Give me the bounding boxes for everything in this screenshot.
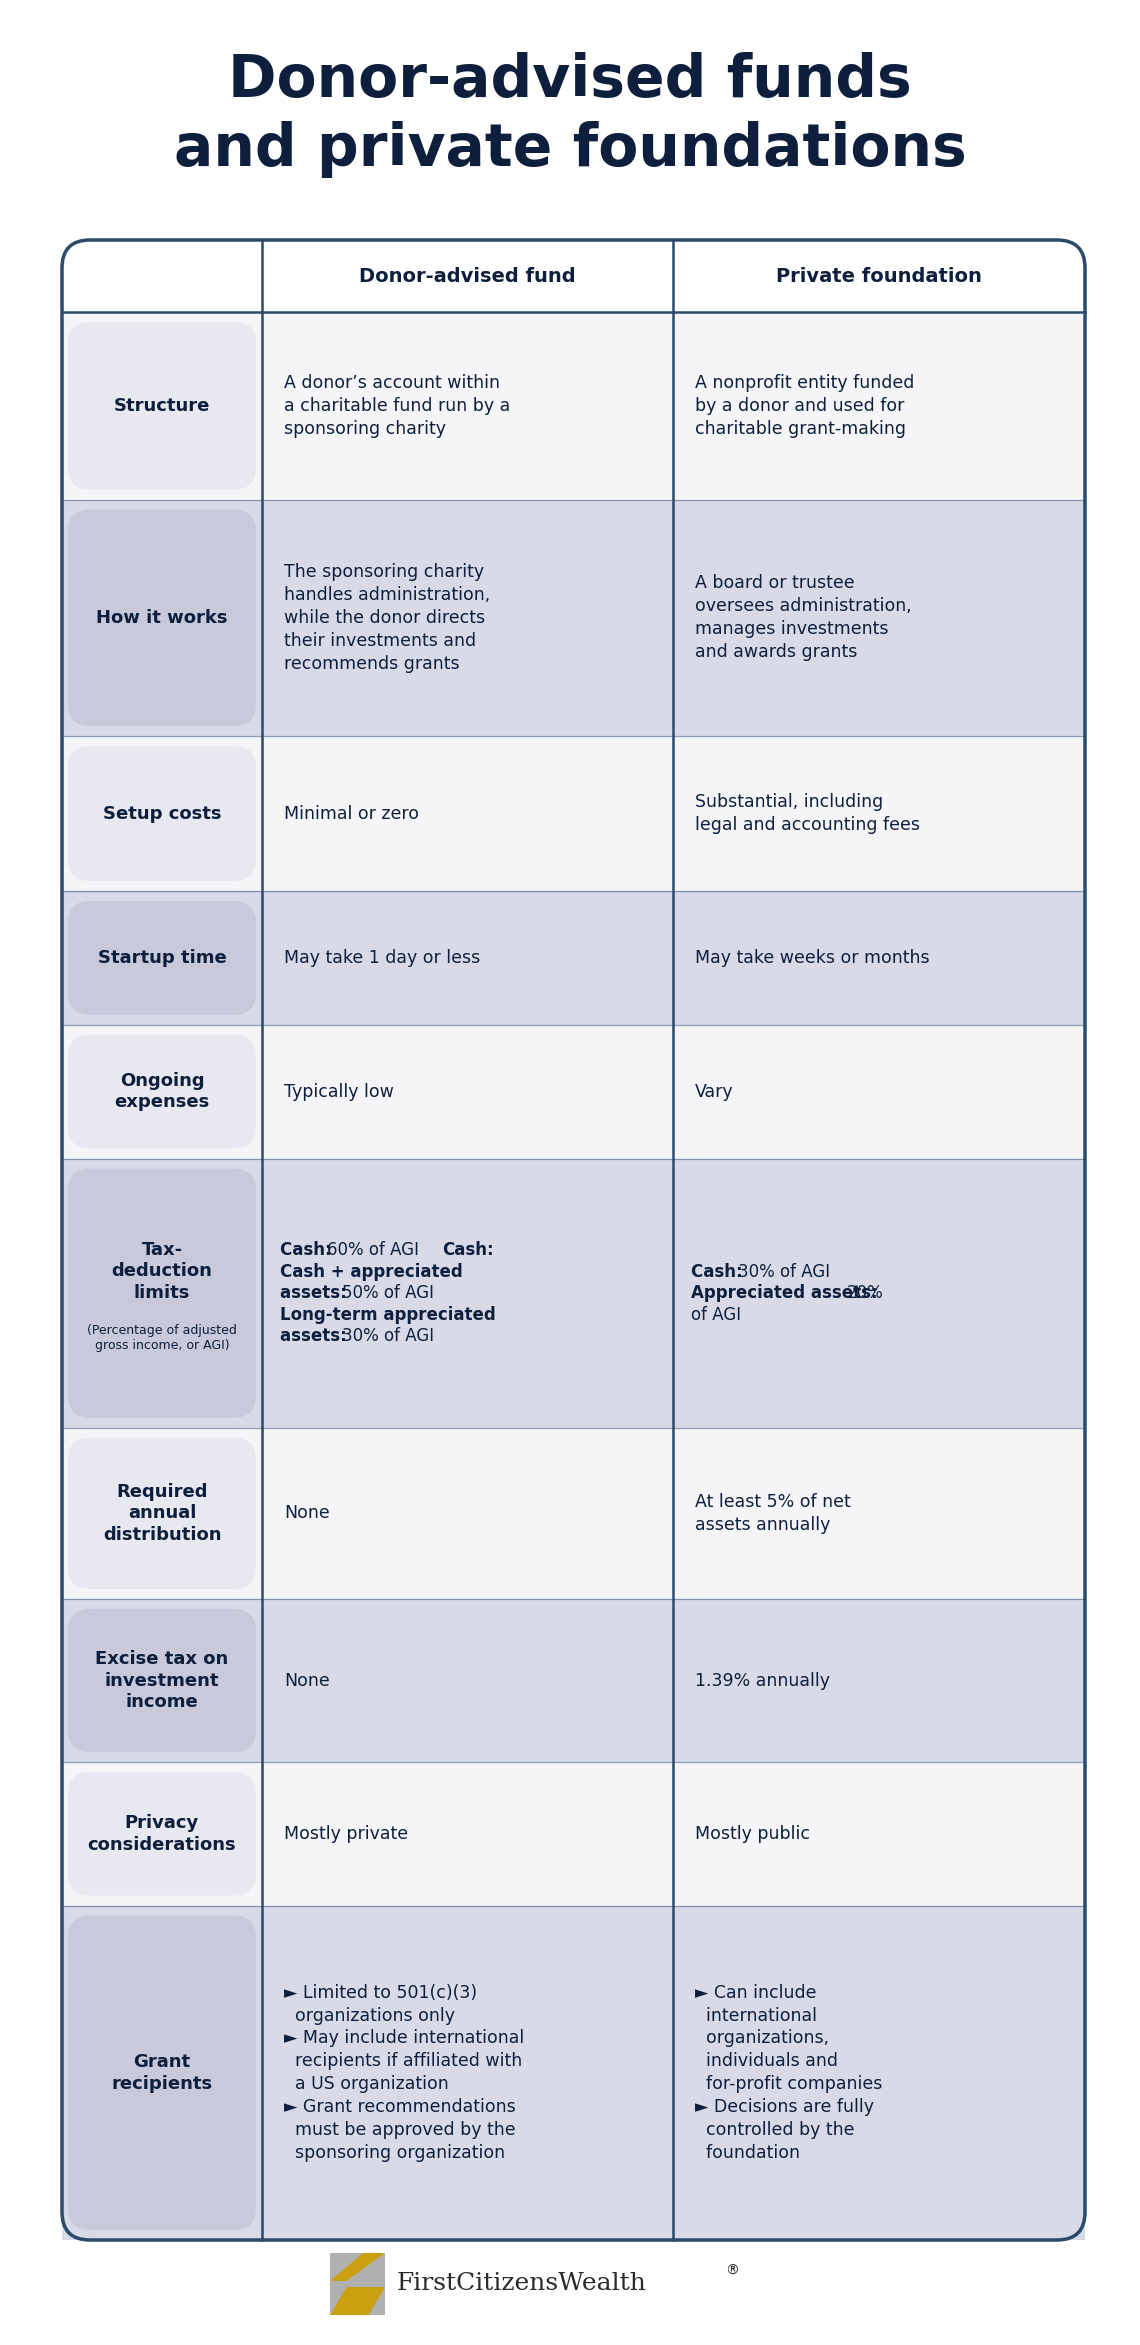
Text: ®: ®: [725, 2263, 739, 2277]
FancyBboxPatch shape: [62, 1428, 1085, 1599]
FancyBboxPatch shape: [62, 239, 1085, 312]
Text: May take weeks or months: May take weeks or months: [695, 950, 929, 966]
FancyBboxPatch shape: [62, 499, 1085, 736]
FancyBboxPatch shape: [68, 900, 256, 1015]
Text: 30% of AGI: 30% of AGI: [342, 1327, 434, 1346]
Text: Private foundation: Private foundation: [776, 267, 982, 286]
Text: None: None: [284, 1505, 329, 1522]
Text: Mostly public: Mostly public: [695, 1824, 811, 1843]
Text: Mostly private: Mostly private: [284, 1824, 408, 1843]
FancyBboxPatch shape: [62, 1025, 1085, 1158]
Text: Typically low: Typically low: [284, 1083, 394, 1100]
Text: 30% of AGI: 30% of AGI: [738, 1262, 830, 1280]
Text: How it works: How it works: [96, 610, 228, 626]
FancyBboxPatch shape: [68, 1034, 256, 1149]
Text: Long-term appreciated: Long-term appreciated: [280, 1306, 496, 1323]
Text: 20%: 20%: [847, 1285, 884, 1301]
Text: assets:: assets:: [280, 1327, 352, 1346]
Text: Cash:: Cash:: [691, 1262, 748, 1280]
Text: Startup time: Startup time: [98, 950, 227, 966]
Text: Required
annual
distribution: Required annual distribution: [103, 1482, 221, 1543]
Text: Grant
recipients: Grant recipients: [112, 2054, 212, 2092]
Text: assets:: assets:: [280, 1285, 352, 1301]
FancyBboxPatch shape: [62, 1158, 1085, 1428]
Text: Setup costs: Setup costs: [103, 804, 221, 823]
FancyBboxPatch shape: [68, 1437, 256, 1590]
Text: FirstCitizensWealth: FirstCitizensWealth: [397, 2272, 646, 2293]
FancyBboxPatch shape: [68, 1773, 256, 1895]
FancyBboxPatch shape: [68, 746, 256, 882]
FancyBboxPatch shape: [62, 736, 1085, 891]
Text: 50% of AGI: 50% of AGI: [342, 1285, 434, 1301]
Text: Privacy
considerations: Privacy considerations: [88, 1815, 236, 1853]
FancyBboxPatch shape: [68, 1168, 256, 1419]
Text: Tax-
deduction
limits: Tax- deduction limits: [112, 1241, 212, 1301]
Text: Cash:: Cash:: [441, 1241, 494, 1259]
Text: A donor’s account within
a charitable fund run by a
sponsoring charity: A donor’s account within a charitable fu…: [284, 373, 511, 439]
Text: Substantial, including
legal and accounting fees: Substantial, including legal and account…: [695, 793, 920, 835]
Text: Donor-advised funds
and private foundations: Donor-advised funds and private foundati…: [173, 52, 967, 178]
Text: ► Limited to 501(c)(3)
  organizations only
► May include international
  recipi: ► Limited to 501(c)(3) organizations onl…: [284, 1984, 524, 2162]
Text: (Percentage of adjusted
gross income, or AGI): (Percentage of adjusted gross income, or…: [87, 1325, 237, 1353]
Text: May take 1 day or less: May take 1 day or less: [284, 950, 480, 966]
FancyBboxPatch shape: [68, 1916, 256, 2230]
Text: Excise tax on
investment
income: Excise tax on investment income: [96, 1651, 229, 1712]
Text: Donor-advised fund: Donor-advised fund: [359, 267, 576, 286]
FancyBboxPatch shape: [62, 891, 1085, 1025]
FancyBboxPatch shape: [68, 1609, 256, 1752]
FancyBboxPatch shape: [329, 2254, 385, 2315]
Text: ► Can include
  international
  organizations,
  individuals and
  for-profit co: ► Can include international organization…: [695, 1984, 882, 2162]
Text: 60% of AGI: 60% of AGI: [327, 1241, 418, 1259]
FancyBboxPatch shape: [68, 321, 256, 490]
Text: Cash + appreciated: Cash + appreciated: [280, 1262, 463, 1280]
FancyBboxPatch shape: [62, 312, 1085, 499]
FancyBboxPatch shape: [62, 1906, 1085, 2239]
Text: At least 5% of net
assets annually: At least 5% of net assets annually: [695, 1494, 850, 1534]
FancyBboxPatch shape: [68, 509, 256, 727]
Text: Cash:: Cash:: [280, 1241, 337, 1259]
Text: The sponsoring charity
handles administration,
while the donor directs
their inv: The sponsoring charity handles administr…: [284, 563, 490, 673]
Text: None: None: [284, 1672, 329, 1688]
Text: A nonprofit entity funded
by a donor and used for
charitable grant-making: A nonprofit entity funded by a donor and…: [695, 373, 914, 439]
Polygon shape: [329, 2254, 385, 2282]
Text: of AGI: of AGI: [691, 1306, 741, 1323]
Text: Vary: Vary: [695, 1083, 734, 1100]
Text: Structure: Structure: [114, 396, 210, 415]
Text: A board or trustee
oversees administration,
manages investments
and awards grant: A board or trustee oversees administrati…: [695, 575, 912, 661]
FancyBboxPatch shape: [62, 1599, 1085, 1761]
Text: Ongoing
expenses: Ongoing expenses: [114, 1072, 210, 1112]
Text: Minimal or zero: Minimal or zero: [284, 804, 420, 823]
Polygon shape: [329, 2286, 385, 2315]
FancyBboxPatch shape: [62, 1761, 1085, 1906]
Text: 1.39% annually: 1.39% annually: [695, 1672, 830, 1688]
Text: Appreciated assets:: Appreciated assets:: [691, 1285, 884, 1301]
